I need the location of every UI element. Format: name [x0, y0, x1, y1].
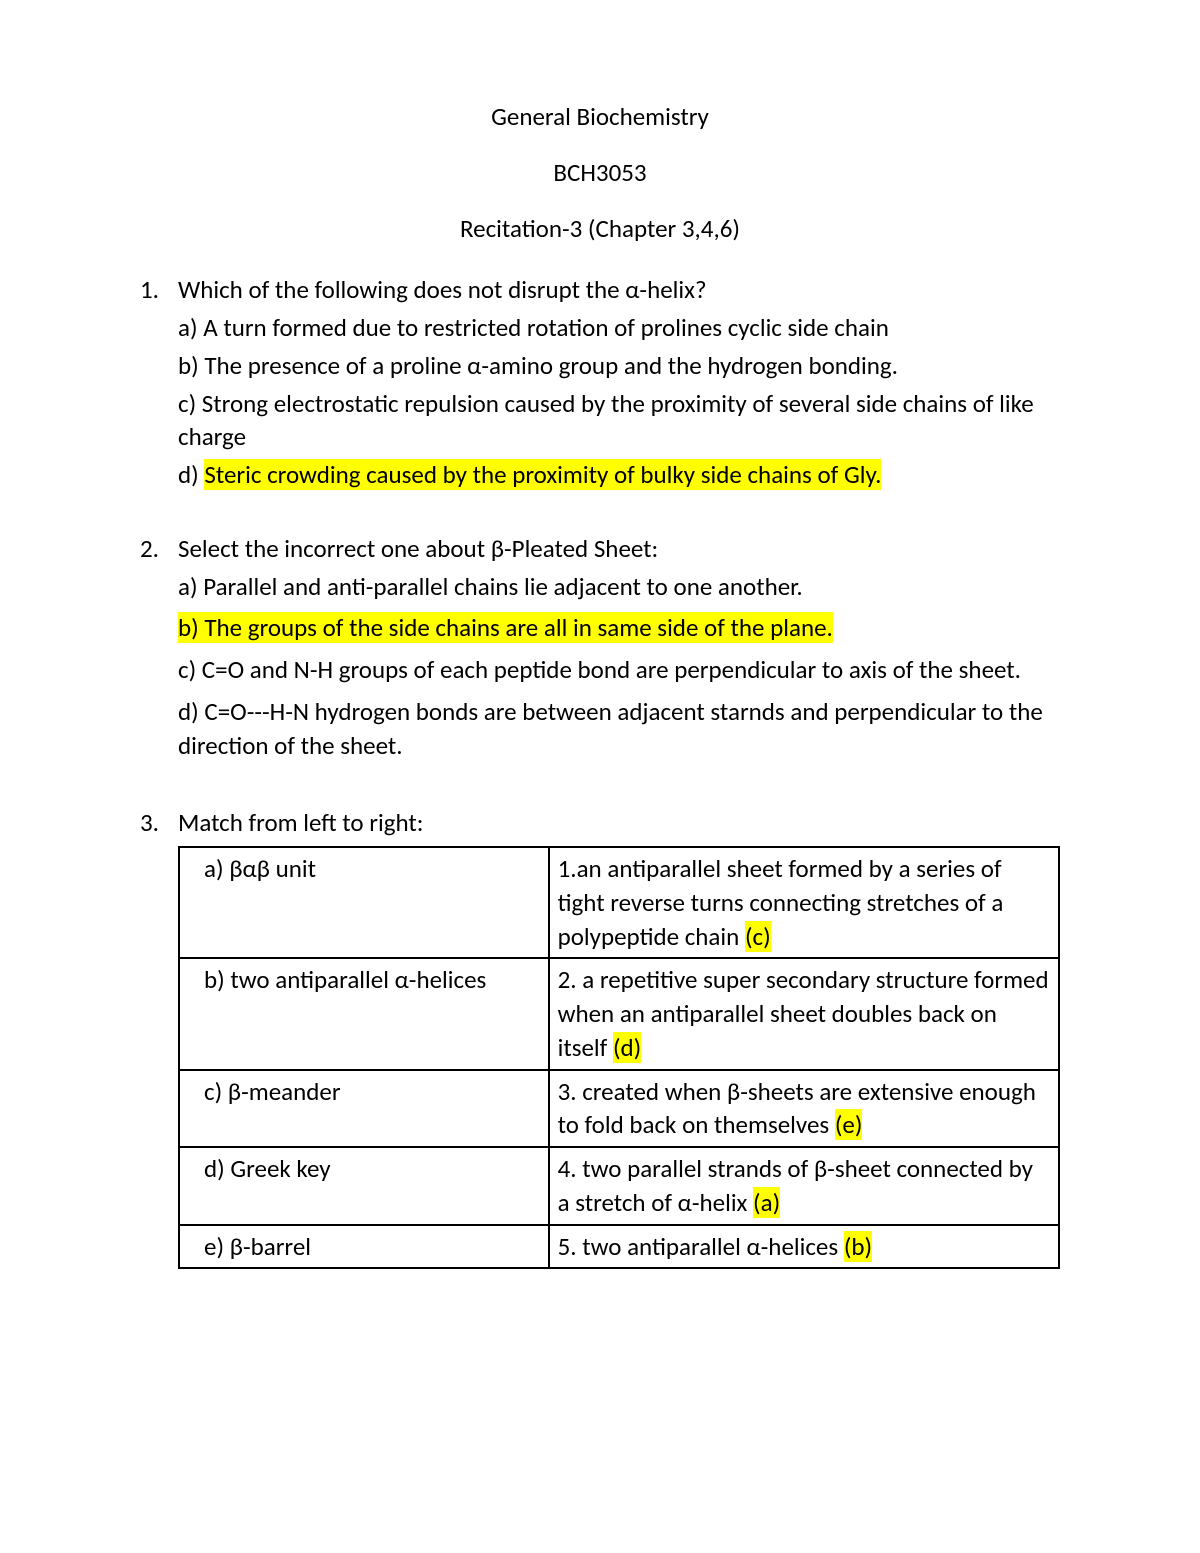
match-right-5: 5. two antiparallel α-helices (b) [549, 1225, 1059, 1269]
table-row: a) βαβ unit 1.an antiparallel sheet form… [179, 847, 1059, 958]
table-row: c) β-meander 3. created when β-sheets ar… [179, 1070, 1059, 1148]
match-table: a) βαβ unit 1.an antiparallel sheet form… [178, 846, 1060, 1269]
q2-choice-a: a) Parallel and anti-parallel chains lie… [178, 570, 1060, 604]
match-answer-b: (b) [844, 1231, 872, 1262]
match-left-e: e) β-barrel [179, 1225, 549, 1269]
match-left-a: a) βαβ unit [179, 847, 549, 958]
document-header: General Biochemistry BCH3053 Recitation-… [140, 100, 1060, 245]
q1-choice-c: c) Strong electrostatic repulsion caused… [178, 387, 1060, 455]
table-row: b) two antiparallel α-helices 2. a repet… [179, 958, 1059, 1069]
question-2: 2. Select the incorrect one about β-Plea… [140, 532, 1060, 771]
match-left-b: b) two antiparallel α-helices [179, 958, 549, 1069]
q2-b-highlight: b) The groups of the side chains are all… [178, 612, 833, 643]
match-left-c: c) β-meander [179, 1070, 549, 1148]
match-answer-a: (a) [753, 1187, 780, 1218]
table-row: e) β-barrel 5. two antiparallel α-helice… [179, 1225, 1059, 1269]
match-right-3: 3. created when β-sheets are extensive e… [549, 1070, 1059, 1148]
table-row: d) Greek key 4. two parallel strands of … [179, 1147, 1059, 1225]
match-answer-d: (d) [613, 1032, 641, 1063]
q2-choice-c: c) C=O and N-H groups of each peptide bo… [178, 653, 1060, 687]
q2-choice-d: d) C=O---H-N hydrogen bonds are between … [178, 695, 1060, 763]
doc-course: BCH3053 [140, 156, 1060, 190]
match-left-d: d) Greek key [179, 1147, 549, 1225]
q1-prompt: Which of the following does not disrupt … [178, 273, 1060, 307]
q3-number: 3. [140, 806, 178, 840]
match-answer-c: (c) [745, 921, 771, 952]
match-right-4: 4. two parallel strands of β-sheet conne… [549, 1147, 1059, 1225]
doc-title: General Biochemistry [140, 100, 1060, 134]
q1-choice-a: a) A turn formed due to restricted rotat… [178, 311, 1060, 345]
q2-choice-b: b) The groups of the side chains are all… [178, 611, 1060, 645]
q2-number: 2. [140, 532, 178, 771]
match-right-2: 2. a repetitive super secondary structur… [549, 958, 1059, 1069]
question-3: 3. Match from left to right: a) βαβ unit… [140, 806, 1060, 1269]
q3-prompt: Match from left to right: [178, 806, 1060, 840]
q1-choice-b: b) The presence of a proline α-amino gro… [178, 349, 1060, 383]
q1-d-highlight: Steric crowding caused by the proximity … [204, 459, 881, 490]
q1-number: 1. [140, 273, 178, 496]
q1-choice-d: d) Steric crowding caused by the proximi… [178, 458, 1060, 492]
question-1: 1. Which of the following does not disru… [140, 273, 1060, 496]
q1-d-prefix: d) [178, 459, 204, 490]
doc-subtitle: Recitation-3 (Chapter 3,4,6) [140, 212, 1060, 246]
match-right-1: 1.an antiparallel sheet formed by a seri… [549, 847, 1059, 958]
q2-prompt: Select the incorrect one about β-Pleated… [178, 532, 1060, 566]
match-answer-e: (e) [835, 1109, 863, 1140]
